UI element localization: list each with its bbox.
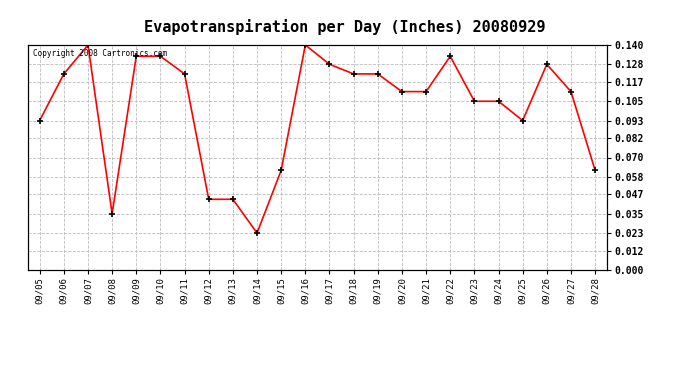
Text: Evapotranspiration per Day (Inches) 20080929: Evapotranspiration per Day (Inches) 2008…	[144, 19, 546, 35]
Text: Copyright 2008 Cartronics.com: Copyright 2008 Cartronics.com	[33, 50, 168, 58]
